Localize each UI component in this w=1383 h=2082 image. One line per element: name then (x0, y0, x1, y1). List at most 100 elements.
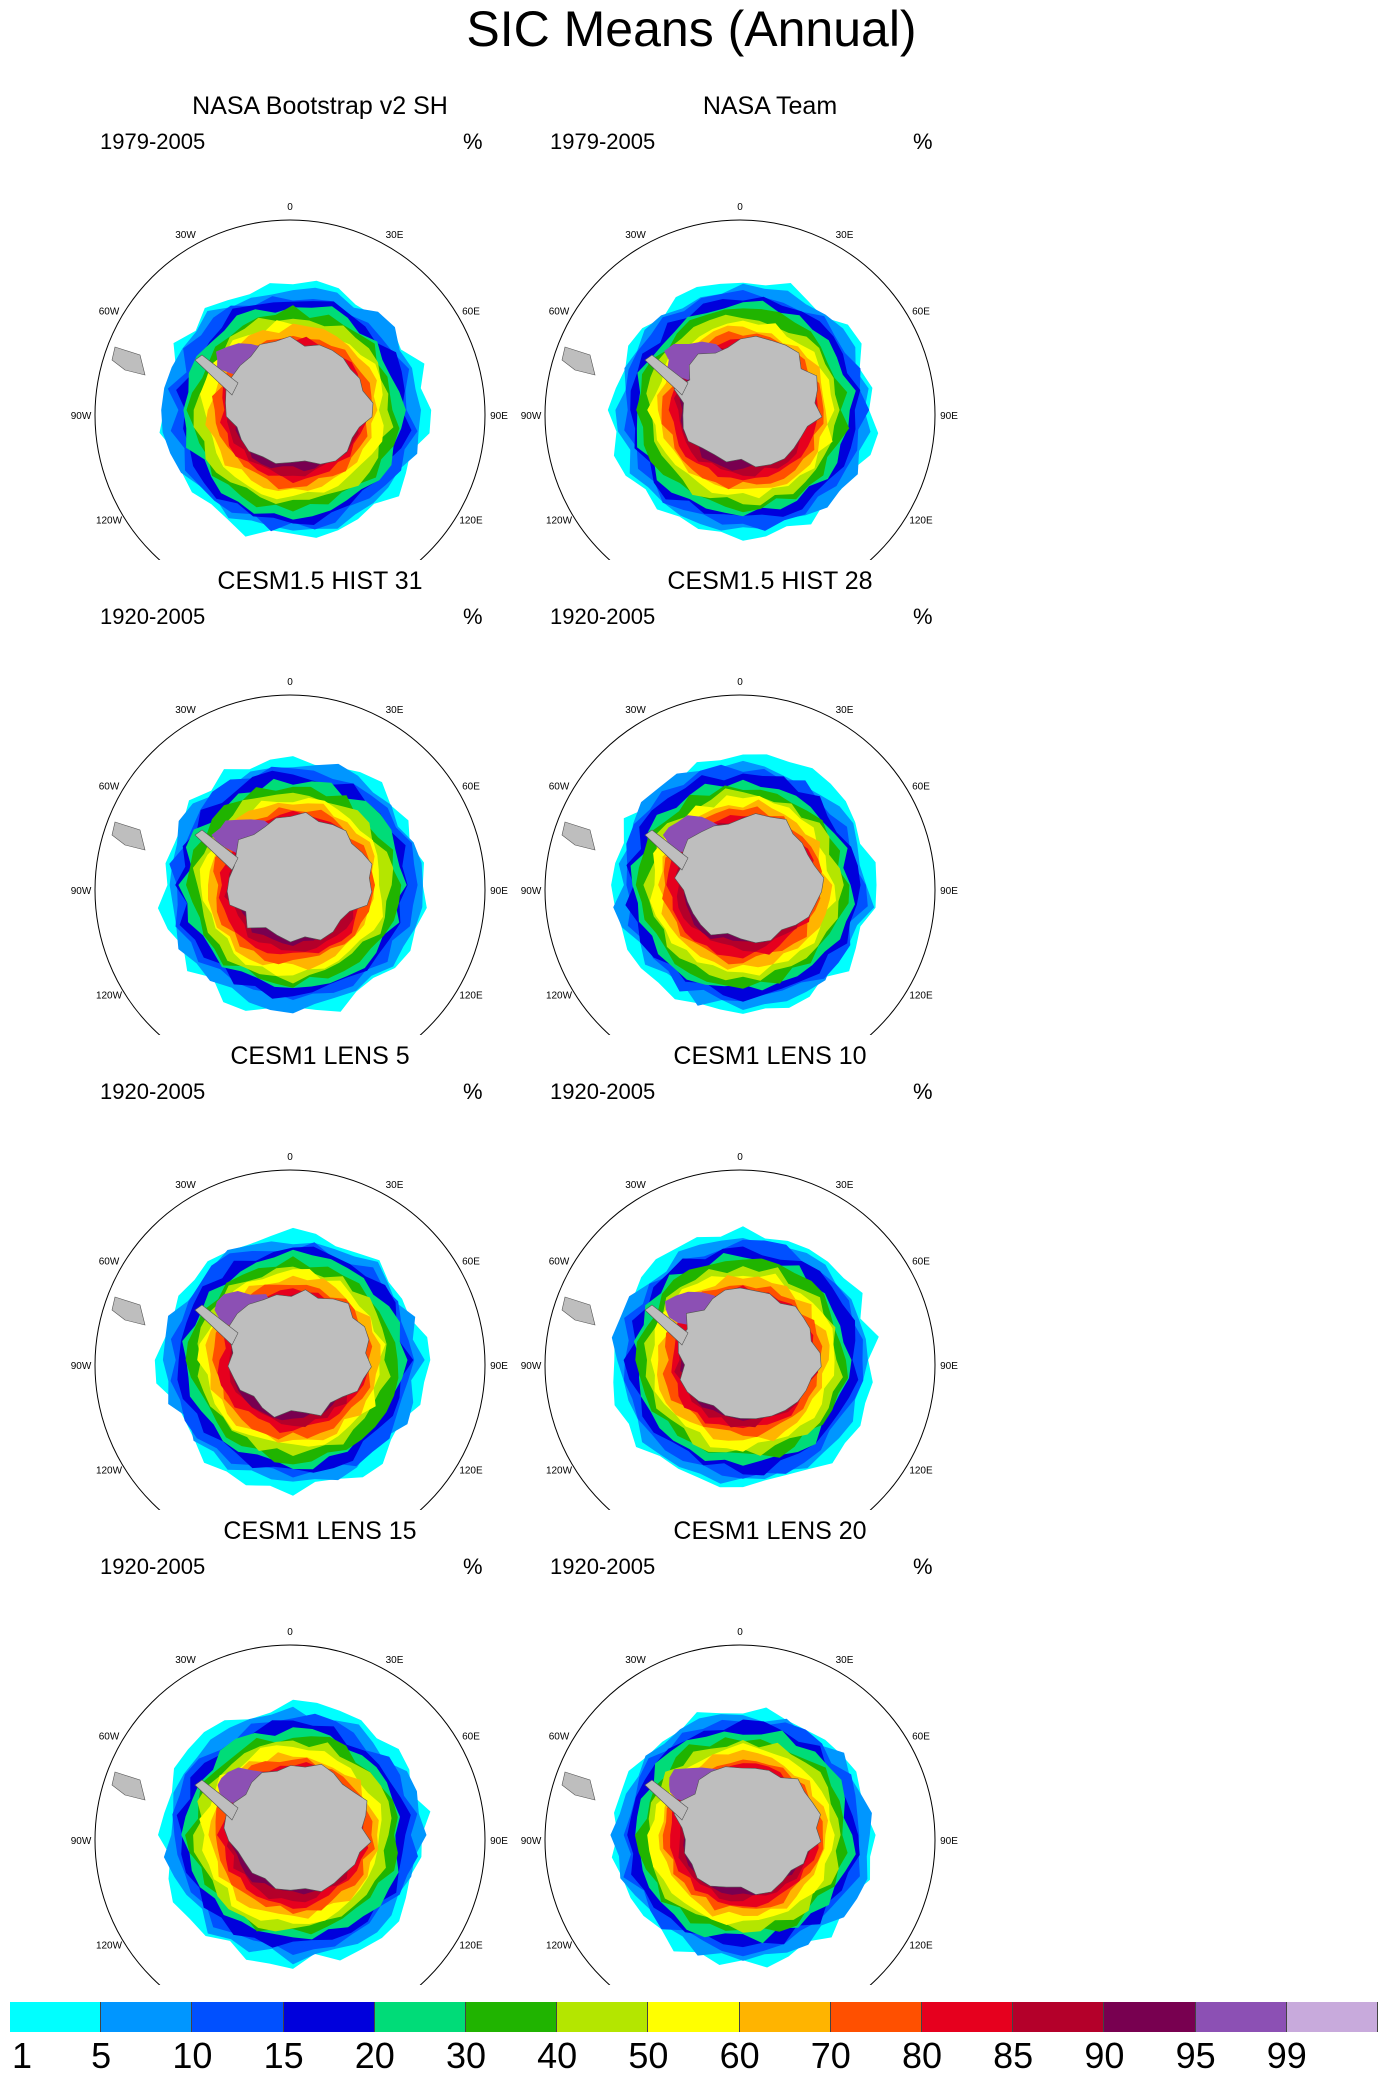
longitude-label: 30W (175, 705, 196, 716)
antarctic-peninsula (644, 354, 689, 396)
panel-period: 1979-2005 (550, 129, 656, 154)
colorbar-label: 99 (1266, 2035, 1307, 2076)
longitude-label: 90E (490, 1836, 508, 1847)
longitude-label: 120W (546, 1466, 573, 1477)
longitude-label: 120E (459, 1466, 483, 1477)
panel-period: 1920-2005 (100, 1554, 206, 1579)
longitude-label: 60E (912, 782, 930, 793)
south-america-tip (561, 1296, 596, 1326)
longitude-label: 90E (490, 411, 508, 422)
longitude-label: 120E (459, 516, 483, 527)
longitude-label: 60W (549, 307, 570, 318)
polar-map: 030E60E90E120E150E180150W120W90W60W30W (521, 1152, 958, 1510)
antarctic-peninsula (644, 829, 689, 871)
map-panel: 030E60E90E120E150E180150W120W90W60W30WNA… (50, 90, 590, 560)
antarctic-peninsula (194, 1304, 239, 1346)
panel-period: 1920-2005 (100, 1079, 206, 1104)
colorbar-swatch (557, 2002, 649, 2032)
longitude-label: 30W (175, 230, 196, 241)
longitude-label: 90E (940, 886, 958, 897)
south-america-tip (111, 821, 146, 851)
panel-period: 1979-2005 (100, 129, 206, 154)
longitude-label: 120E (459, 1941, 483, 1952)
longitude-label: 120E (909, 1466, 933, 1477)
longitude-label: 30E (836, 1180, 854, 1191)
longitude-label: 90W (521, 886, 542, 897)
south-america-tip (561, 1771, 596, 1801)
longitude-label: 60W (99, 1732, 120, 1743)
antarctica-landmass (225, 336, 374, 465)
polar-map: 030E60E90E120E150E180150W120W90W60W30W (71, 1627, 508, 1985)
longitude-label: 90E (940, 1836, 958, 1847)
longitude-label: 120W (546, 1941, 573, 1952)
colorbar-swatch (739, 2002, 831, 2032)
longitude-label: 90E (940, 1361, 958, 1372)
longitude-label: 120E (909, 516, 933, 527)
longitude-label: 90W (71, 1836, 92, 1847)
antarctic-peninsula (194, 354, 239, 396)
longitude-label: 60E (462, 1732, 480, 1743)
longitude-label: 60E (462, 307, 480, 318)
panel-period: 1920-2005 (550, 1554, 656, 1579)
longitude-label: 30E (836, 705, 854, 716)
map-panel: 030E60E90E120E150E180150W120W90W60W30WCE… (500, 1040, 1040, 1510)
longitude-label: 120E (909, 991, 933, 1002)
panel-title: CESM1.5 HIST 28 (667, 567, 873, 595)
panel-unit: % (913, 604, 933, 629)
polar-map: 030E60E90E120E150E180150W120W90W60W30W (521, 202, 958, 560)
colorbar-label: 10 (172, 2035, 213, 2076)
longitude-label: 60E (462, 1257, 480, 1268)
longitude-label: 30E (386, 705, 404, 716)
longitude-label: 60W (549, 1257, 570, 1268)
colorbar-label: 80 (901, 2035, 943, 2076)
longitude-label: 0 (287, 677, 293, 688)
antarctic-peninsula (194, 829, 239, 871)
antarctica-landmass (673, 1766, 822, 1895)
antarctic-peninsula (644, 1779, 689, 1821)
polar-map: 030E60E90E120E150E180150W120W90W60W30W (521, 1627, 958, 1985)
colorbar-label: 50 (628, 2035, 669, 2076)
colorbar-swatch (1104, 2002, 1196, 2032)
longitude-label: 0 (737, 202, 743, 213)
colorbar-swatch (466, 2002, 558, 2032)
colorbar-swatch (192, 2002, 284, 2032)
longitude-label: 60E (912, 307, 930, 318)
colorbar-swatch (1195, 2002, 1287, 2032)
south-america-tip (561, 821, 596, 851)
south-america-tip (111, 1296, 146, 1326)
longitude-label: 30E (836, 1655, 854, 1666)
colorbar-label: 60 (719, 2035, 760, 2076)
colorbar-swatch (830, 2002, 922, 2032)
colorbar-swatch (10, 2002, 102, 2032)
longitude-label: 120W (96, 1466, 123, 1477)
colorbar-label: 95 (1175, 2035, 1216, 2076)
longitude-label: 90W (71, 411, 92, 422)
map-panel: 030E60E90E120E150E180150W120W90W60W30WCE… (50, 565, 590, 1035)
colorbar-label: 1 (11, 2035, 33, 2076)
map-panel: 030E60E90E120E150E180150W120W90W60W30WCE… (50, 1040, 590, 1510)
longitude-label: 120E (909, 1941, 933, 1952)
panel-title: CESM1 LENS 15 (223, 1517, 417, 1545)
longitude-label: 0 (737, 1152, 743, 1163)
longitude-label: 0 (287, 1627, 293, 1638)
longitude-label: 120W (96, 1941, 123, 1952)
longitude-label: 60E (912, 1732, 930, 1743)
longitude-label: 30W (625, 705, 646, 716)
panel-title: NASA Team (702, 92, 838, 120)
colorbar-swatch (374, 2002, 466, 2032)
panel-unit: % (913, 1079, 933, 1104)
longitude-label: 90W (521, 1361, 542, 1372)
longitude-label: 60W (99, 1257, 120, 1268)
map-panel: 030E60E90E120E150E180150W120W90W60W30WCE… (50, 1515, 590, 1985)
longitude-label: 120E (459, 991, 483, 1002)
colorbar-swatch (1013, 2002, 1105, 2032)
longitude-label: 0 (737, 1627, 743, 1638)
south-america-tip (561, 346, 596, 376)
map-panel: 030E60E90E120E150E180150W120W90W60W30W NA… (500, 90, 1040, 560)
longitude-label: 60W (99, 307, 120, 318)
colorbar-label: 15 (263, 2035, 304, 2076)
panel-title: CESM1 LENS 5 (230, 1042, 410, 1070)
colorbar-label: 70 (810, 2035, 851, 2076)
longitude-label: 30E (386, 1655, 404, 1666)
colorbar-swatch (1286, 2002, 1378, 2032)
